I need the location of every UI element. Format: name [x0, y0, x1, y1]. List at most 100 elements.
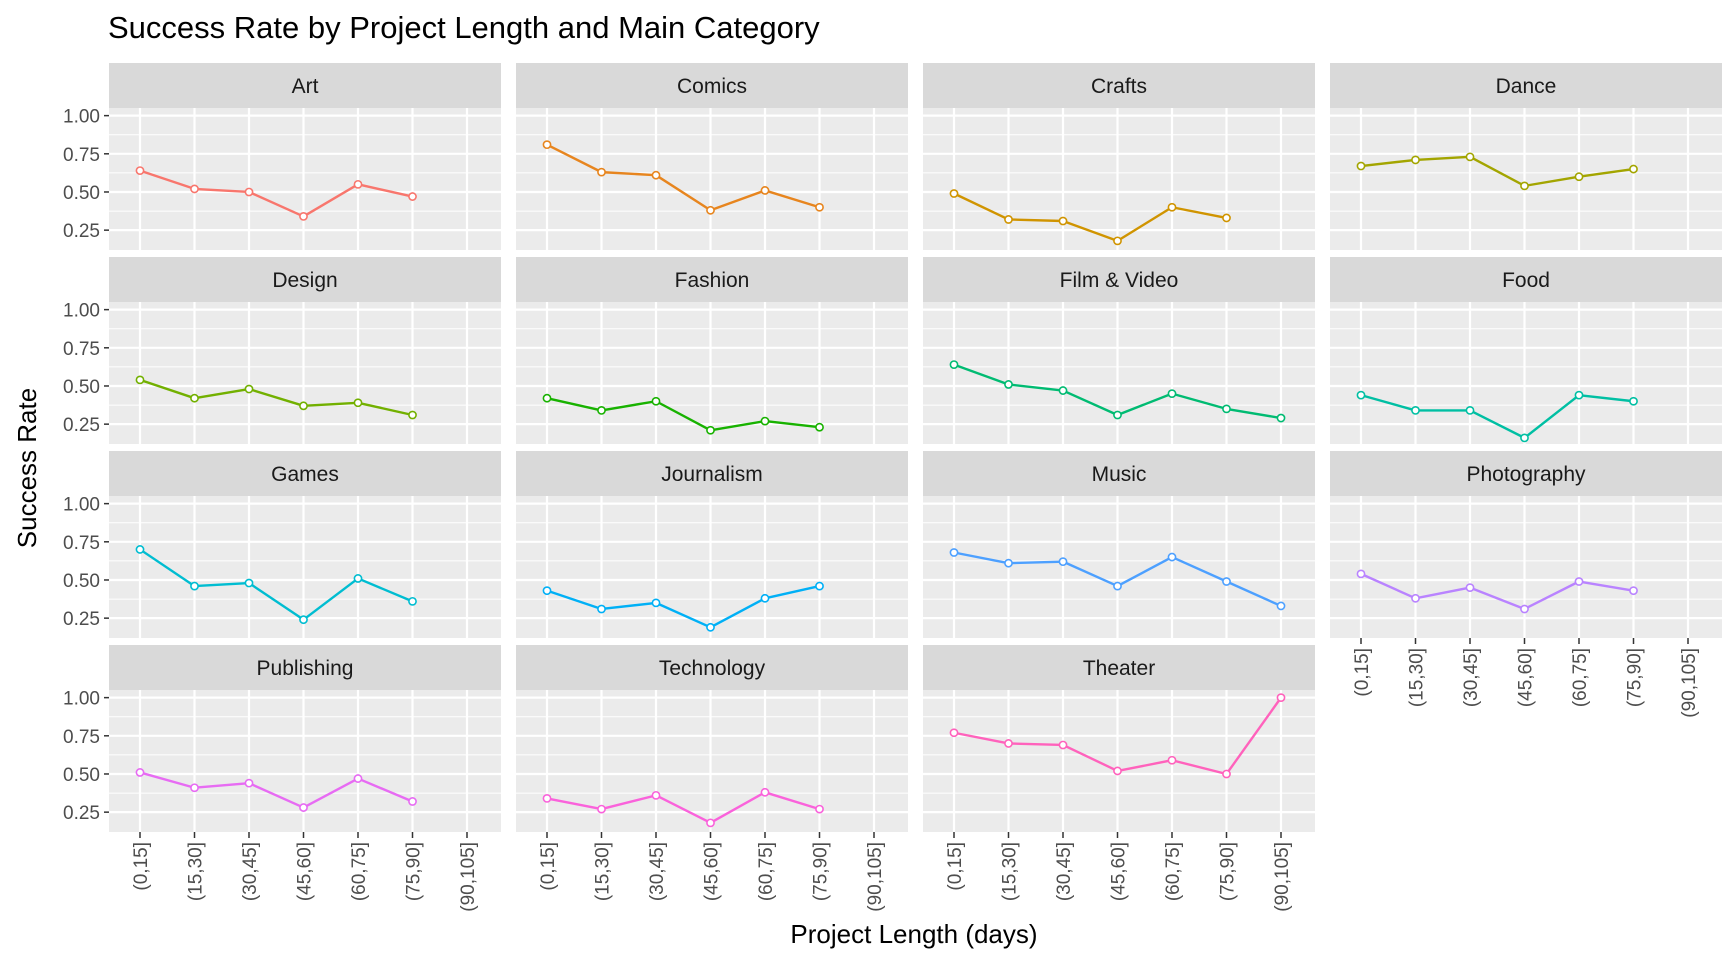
x-tick-label: (90,105]: [1679, 648, 1700, 718]
facet-strip-fashion: [516, 257, 908, 302]
facet-panel-film-video: [923, 302, 1315, 444]
y-tick-label: 0.75: [63, 145, 100, 166]
facet-design: Design 0.25 0.50 0.75 1.00: [63, 257, 501, 444]
data-point: [1356, 569, 1366, 579]
facet-panel-technology: [516, 690, 908, 832]
data-point: [949, 728, 959, 738]
data-point: [760, 593, 770, 603]
data-point: [1465, 406, 1475, 415]
series-line-art: [139, 169, 413, 218]
facet-panel-crafts: [923, 108, 1315, 250]
data-point: [1004, 380, 1013, 389]
facet-label-theater: Theater: [1083, 657, 1155, 680]
facet-publishing: Publishing 0.25 0.50 0.75 1.00 (0,15] (15,30] (…: [63, 645, 501, 912]
data-point: [1465, 152, 1475, 162]
data-point: [408, 797, 417, 806]
facet-crafts: Crafts: [923, 63, 1315, 250]
data-point: [135, 768, 145, 777]
facet-art: Art 0.25 0.50 0.75 1.00: [63, 63, 501, 250]
facet-panel-photography: [1330, 496, 1722, 638]
data-point: [597, 604, 606, 614]
data-point: [949, 189, 959, 198]
data-point: [651, 598, 661, 608]
facet-theater: Theater (0,15] (15,30] (30,45] (45,60] (60,75…: [923, 645, 1315, 912]
facet-panel-fashion: [516, 302, 908, 444]
data-point: [760, 416, 770, 426]
data-point: [1520, 604, 1529, 614]
data-point: [353, 179, 363, 189]
data-point: [1276, 413, 1286, 423]
data-point: [1356, 161, 1366, 171]
data-point: [760, 787, 770, 797]
facet-strip-games: [109, 451, 501, 496]
facet-panel-games: [109, 496, 501, 638]
facet-strip-dance: [1330, 63, 1722, 108]
data-point: [244, 778, 254, 788]
data-point: [949, 360, 959, 370]
facet-technology: Technology (0,15] (15,30] (30,45] (45,60] (60…: [516, 645, 908, 912]
facet-label-music: Music: [1092, 463, 1147, 486]
facet-journalism: Journalism: [516, 451, 908, 638]
facet-strip-crafts: [923, 63, 1315, 108]
y-tick-label: 0.25: [63, 415, 100, 436]
x-tick-label: (60,75]: [756, 842, 777, 901]
series-line-journalism: [546, 584, 820, 629]
data-point: [1113, 410, 1122, 420]
data-point: [1629, 164, 1638, 174]
series-line-games: [139, 548, 413, 621]
facet-panel-comics: [516, 108, 908, 250]
series-line-technology: [546, 791, 820, 825]
y-tick-label: 0.25: [63, 609, 100, 630]
data-point: [1058, 386, 1068, 395]
x-tick-label: (75,90]: [1218, 842, 1239, 901]
x-tick-label: (0,15]: [538, 842, 559, 891]
facet-strip-comics: [516, 63, 908, 108]
facet-label-design: Design: [272, 269, 337, 292]
data-point: [299, 212, 308, 221]
facet-label-photography: Photography: [1466, 463, 1586, 486]
x-tick-label: (90,105]: [865, 842, 886, 912]
x-tick-label: (60,75]: [349, 842, 370, 901]
series-line-crafts: [953, 192, 1227, 243]
data-point: [706, 425, 715, 435]
y-tick-label: 0.75: [63, 727, 100, 748]
data-point: [651, 396, 661, 406]
x-tick-label: (30,45]: [647, 842, 668, 901]
data-point: [190, 783, 199, 793]
data-point: [1276, 601, 1286, 611]
x-tick-label: (75,90]: [1625, 648, 1646, 707]
facet-comics: Comics: [516, 63, 908, 250]
y-tick-label: 0.50: [63, 377, 100, 398]
facet-photography: Photography (0,15] (15,30] (30,45] (45,60] (6…: [1330, 451, 1722, 718]
facet-strip-film-video: [923, 257, 1315, 302]
facet-fashion: Fashion: [516, 257, 908, 444]
x-tick-label: (30,45]: [240, 842, 261, 901]
facet-games: Games 0.25 0.50 0.75 1.00: [63, 451, 501, 638]
data-point: [135, 166, 145, 176]
data-point: [542, 794, 552, 803]
data-point: [1113, 581, 1122, 591]
facet-strip-music: [923, 451, 1315, 496]
y-tick-label: 0.25: [63, 803, 100, 824]
series-line-fashion: [546, 397, 820, 432]
facet-panel-music: [923, 496, 1315, 638]
x-tick-label: (30,45]: [1461, 648, 1482, 707]
facet-strip-food: [1330, 257, 1722, 302]
data-point: [651, 170, 661, 180]
facet-panel-theater: [923, 690, 1315, 832]
data-point: [244, 187, 254, 197]
data-point: [1276, 693, 1286, 703]
data-point: [408, 192, 417, 201]
x-tick-label: (45,60]: [295, 842, 316, 901]
facet-strip-art: [109, 63, 501, 108]
facet-film-video: Film & Video: [923, 257, 1315, 444]
data-point: [949, 548, 959, 557]
data-point: [1222, 404, 1231, 414]
data-point: [1058, 740, 1068, 750]
facet-strip-technology: [516, 645, 908, 690]
facet-label-fashion: Fashion: [675, 269, 750, 292]
x-tick-label: (90,105]: [1272, 842, 1293, 912]
x-tick-label: (0,15]: [131, 842, 152, 891]
data-point: [135, 545, 145, 554]
